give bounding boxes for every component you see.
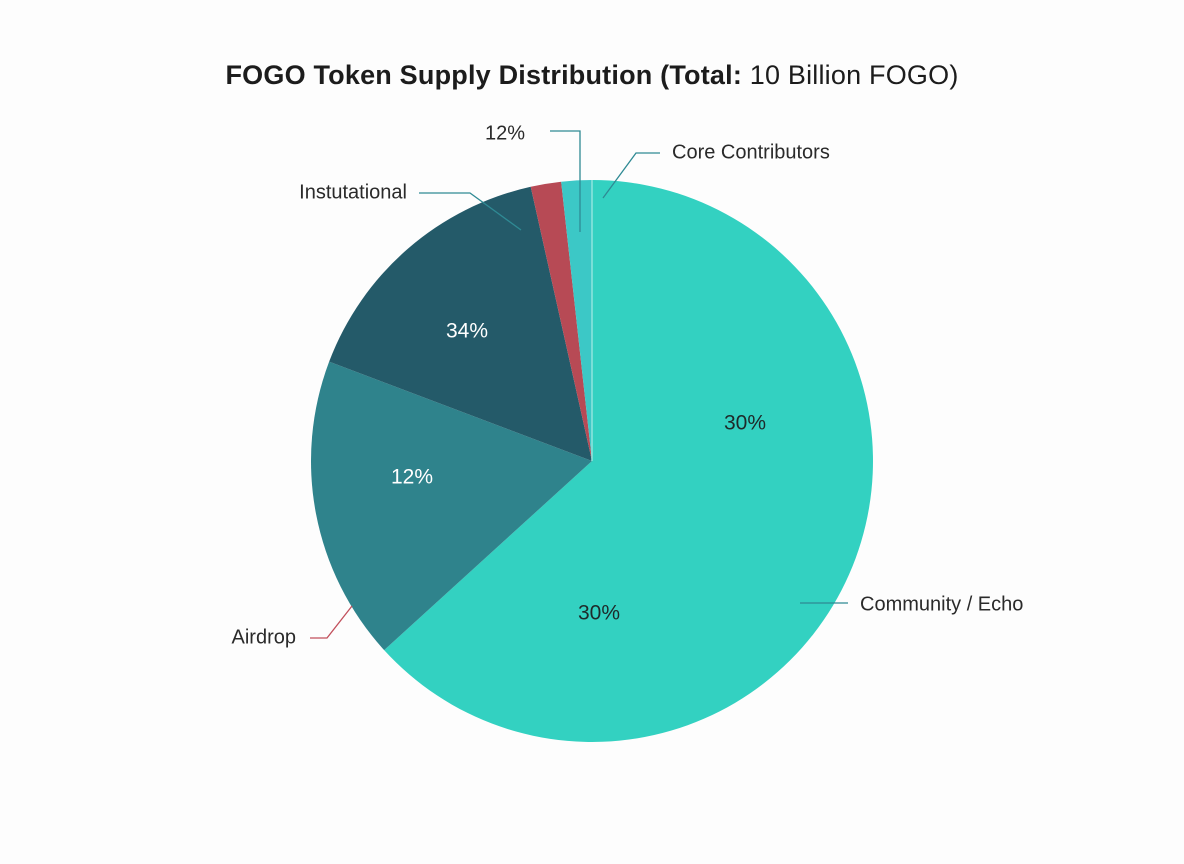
pie-slice-community-echo bbox=[384, 180, 873, 742]
callout-label-12: 12% bbox=[485, 122, 525, 144]
chart-title-rest: 10 Billion FOGO) bbox=[742, 60, 959, 90]
pie-slices bbox=[310, 180, 873, 742]
callout-label-instutational: Instutational bbox=[299, 181, 407, 203]
pie-slice-red-slice bbox=[530, 181, 592, 461]
callout-line-core-contributors bbox=[602, 152, 660, 199]
chart-title: FOGO Token Supply Distribution (Total: 1… bbox=[0, 60, 1184, 91]
callout-label-community-echo: Community / Echo bbox=[860, 593, 1023, 615]
callout-line-12 bbox=[550, 130, 581, 232]
slice-label-airdrop: 12% bbox=[391, 466, 433, 489]
pie-slice-core-contributors bbox=[561, 180, 592, 461]
pie-slice-airdrop bbox=[310, 361, 592, 651]
pie-callouts: 12% Core Contributors Instutational Airdrop… bbox=[232, 122, 1024, 648]
callout-label-core-contributors: Core Contributors bbox=[672, 141, 830, 163]
callout-label-airdrop: Airdrop bbox=[232, 626, 296, 648]
slice-label-community-echo-secondary: 30% bbox=[578, 602, 620, 625]
slice-label-instutational: 34% bbox=[446, 320, 488, 343]
pie-slice-instutational bbox=[329, 186, 592, 461]
pie-slice-labels: 30% 12% 34% 30% bbox=[391, 320, 766, 625]
chart-title-bold: FOGO Token Supply Distribution (Total: bbox=[225, 60, 743, 90]
callout-line-airdrop bbox=[310, 605, 353, 639]
callout-line-instutational bbox=[419, 192, 522, 231]
slice-label-community-echo: 30% bbox=[724, 412, 766, 435]
